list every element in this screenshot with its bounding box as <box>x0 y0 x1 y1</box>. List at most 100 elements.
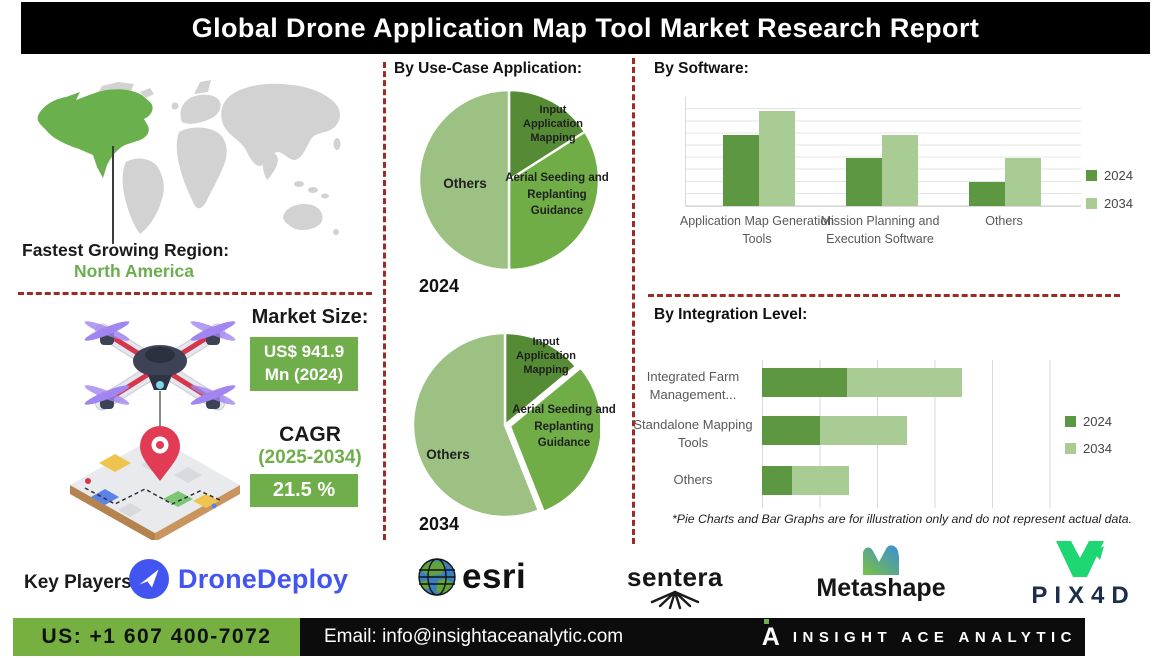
bar-segment-2034 <box>847 368 963 397</box>
cagr-value: 21.5 % <box>272 479 336 501</box>
bar-2034 <box>882 135 918 206</box>
insightace-wordmark: INSIGHT ACE ANALYTIC <box>792 628 1077 646</box>
pie2024-year-label: 2024 <box>419 276 460 296</box>
page-title: Global Drone Application Map Tool Market… <box>191 12 980 43</box>
stacked-bar-row <box>762 368 963 397</box>
integration-bar-chart <box>762 360 1095 508</box>
integration-category-3: Others <box>673 472 713 487</box>
legend-swatch-2024 <box>1065 416 1076 427</box>
software-legend-2024: 2024 <box>1086 168 1133 183</box>
divider-vertical-right <box>632 58 635 544</box>
north-america-highlight <box>37 89 153 178</box>
insightace-brand: A INSIGHT ACE ANALYTIC <box>761 618 1077 656</box>
logo-pix4d: PIX4D <box>1012 538 1148 610</box>
bar-segment-2024 <box>762 368 848 397</box>
insightace-logo-letter: A <box>761 623 780 651</box>
dronedeploy-icon <box>129 559 169 599</box>
logo-dronedeploy: DroneDeploy <box>128 558 348 600</box>
pie-slice <box>507 88 587 182</box>
pix4d-wordmark: PIX4D <box>1031 582 1136 609</box>
software-bar-chart <box>685 97 1081 207</box>
fastest-growing-region-value: North America <box>74 261 194 281</box>
pie-slice <box>417 88 511 272</box>
metashape-icon <box>863 545 899 575</box>
bar-2034 <box>759 111 795 206</box>
logo-metashape: Metashape <box>806 545 956 603</box>
legend-label-2024: 2024 <box>1083 414 1112 429</box>
legend-label-2034: 2034 <box>1083 441 1112 456</box>
legend-swatch-2034 <box>1086 198 1097 209</box>
metashape-wordmark: Metashape <box>816 574 946 602</box>
legend-label-2034: 2034 <box>1104 196 1133 211</box>
esri-wordmark: esri <box>462 557 527 596</box>
report-title-bar: Global Drone Application Map Tool Market… <box>21 2 1150 54</box>
map-pointer-line <box>112 146 114 244</box>
market-size-value-line2: Mn (2024) <box>264 365 344 384</box>
pie2034-year-label: 2034 <box>419 514 460 534</box>
bar-group-application-map <box>723 111 795 206</box>
cagr-value-box: 21.5 % <box>250 474 358 507</box>
propellers <box>84 321 236 405</box>
software-category-2: Mission Planning and Execution Software <box>820 214 940 246</box>
email-address: Email: info@insightaceanalytic.com <box>324 626 624 647</box>
market-size-value-line1: US$ 941.9 <box>263 342 345 362</box>
legend-label-2024: 2024 <box>1104 168 1133 183</box>
divider-vertical-left <box>383 62 386 540</box>
sentera-icon <box>650 590 700 610</box>
pie-slice <box>508 366 600 513</box>
logo-esri: esri <box>416 556 526 598</box>
bar-segment-2024 <box>762 466 792 495</box>
bar-segment-2034 <box>819 416 907 445</box>
logo-sentera: sentera <box>612 564 738 610</box>
pie-chart-2024 <box>417 88 601 272</box>
chart-disclaimer: *Pie Charts and Bar Graphs are for illus… <box>672 512 1133 526</box>
market-size-value-box: US$ 941.9 Mn (2024) <box>250 337 358 391</box>
insightace-logo-icon: A <box>761 619 781 652</box>
dronedeploy-wordmark: DroneDeploy <box>178 563 349 594</box>
integration-legend-2034: 2034 <box>1065 441 1112 456</box>
stacked-bar-row <box>762 416 907 445</box>
integration-section-title: By Integration Level: <box>654 306 808 323</box>
isometric-map <box>70 437 240 540</box>
cagr-period: (2025-2034) <box>258 447 362 468</box>
pie-slice <box>503 331 578 427</box>
market-size-label: Market Size: <box>251 306 369 328</box>
software-category-1: Application Map Generation Tools <box>679 214 835 246</box>
footer-email-bar: Email: info@insightaceanalytic.com A INS… <box>300 618 1085 656</box>
bar-group-mission-planning <box>846 135 918 206</box>
phone-number: US: +1 607 400-7072 <box>41 625 272 648</box>
insightace-logo-dot <box>763 619 769 624</box>
legend-swatch-2024 <box>1086 170 1097 181</box>
integration-category-2: Standalone Mapping Tools <box>633 417 753 450</box>
world-map-continents <box>96 80 341 235</box>
divider-horizontal-left <box>18 292 372 295</box>
world-map <box>37 80 341 235</box>
integration-legend-2024: 2024 <box>1065 414 1112 429</box>
esri-icon <box>418 558 456 596</box>
drone <box>84 321 236 411</box>
bar-2024 <box>846 158 882 206</box>
pie-slice <box>507 130 601 272</box>
pie-slice <box>411 331 541 519</box>
bar-2024 <box>969 182 1005 206</box>
sentera-wordmark: sentera <box>627 562 723 592</box>
bar-segment-2024 <box>762 416 820 445</box>
software-legend-2034: 2034 <box>1086 196 1133 211</box>
software-section-title: By Software: <box>654 60 749 77</box>
fastest-growing-region-label: Fastest Growing Region: <box>22 240 230 260</box>
pix4d-icon <box>1056 541 1104 577</box>
stacked-bar-row <box>762 466 850 495</box>
bar-2034 <box>1005 158 1041 206</box>
pie-chart-2034 <box>411 331 600 519</box>
key-players-label: Key Players: <box>24 572 139 593</box>
bar-2024 <box>723 135 759 206</box>
software-category-3: Others <box>985 214 1023 228</box>
bar-segment-2034 <box>791 466 850 495</box>
bar-group-others <box>969 158 1041 206</box>
divider-horizontal-right <box>648 294 1120 297</box>
legend-swatch-2034 <box>1065 443 1076 454</box>
cagr-label: CAGR <box>279 423 341 446</box>
use-case-section-title: By Use-Case Application: <box>394 60 583 77</box>
footer-phone-bar: US: +1 607 400-7072 <box>13 618 300 656</box>
